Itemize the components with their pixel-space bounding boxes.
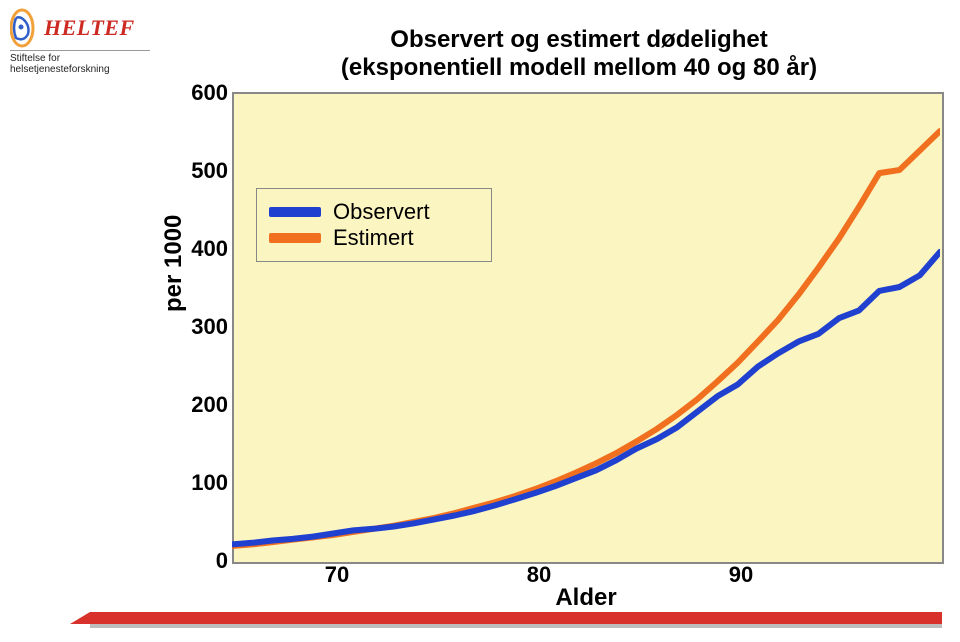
logo-divider: [10, 50, 150, 51]
line-observert: [232, 252, 940, 545]
logo-row: HELTEF: [10, 8, 160, 48]
logo-emblem-icon: [10, 8, 40, 48]
chart-title-line1: Observert og estimert dødelighet: [390, 26, 767, 53]
x-axis-label: Alder: [232, 584, 940, 612]
ytick-0: 0: [188, 548, 228, 574]
footer-bar: [90, 612, 942, 624]
ytick-600: 600: [188, 80, 228, 106]
footer-bar-shadow: [90, 624, 942, 628]
logo-subtitle-2: helsetjenesteforskning: [10, 64, 160, 75]
ytick-400: 400: [188, 236, 228, 262]
chart-lines-svg: [232, 92, 940, 560]
logo-brand-text: HELTEF: [44, 15, 135, 41]
legend-swatch-observert: [269, 207, 321, 217]
footer-bar-wedge: [70, 612, 90, 624]
legend-swatch-estimert: [269, 233, 321, 243]
chart-title-line2: (eksponentiell modell mellom 40 og 80 år…: [341, 54, 817, 81]
ytick-300: 300: [188, 314, 228, 340]
ytick-100: 100: [188, 470, 228, 496]
ytick-200: 200: [188, 392, 228, 418]
logo-block: HELTEF Stiftelse for helsetjenesteforskn…: [10, 8, 160, 75]
slide-root: HELTEF Stiftelse for helsetjenesteforskn…: [0, 0, 960, 642]
y-axis-label: per 1000: [160, 215, 188, 312]
chart-area: per 1000 0 100 200 300 400 500 600 70 80…: [160, 92, 950, 592]
legend-label-observert: Observert: [333, 199, 430, 225]
chart-title: Observert og estimert dødelighet (ekspon…: [226, 26, 932, 82]
legend-box: Observert Estimert: [256, 188, 492, 262]
legend-row-observert: Observert: [269, 199, 479, 225]
legend-label-estimert: Estimert: [333, 225, 414, 251]
ytick-500: 500: [188, 158, 228, 184]
legend-row-estimert: Estimert: [269, 225, 479, 251]
logo-subtitle-1: Stiftelse for: [10, 53, 160, 64]
